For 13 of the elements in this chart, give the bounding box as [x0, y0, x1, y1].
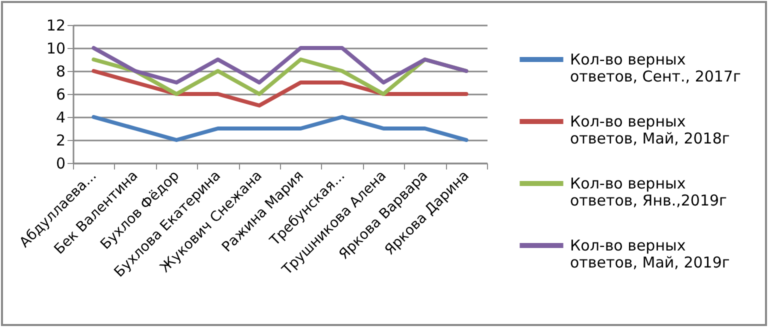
y-tick-label: 10	[46, 40, 66, 58]
y-tick-label: 2	[56, 132, 66, 150]
legend-label: Кол-во верных ответов, Май, 2019г	[570, 236, 730, 272]
line-series	[92, 46, 468, 84]
y-tick-label: 6	[56, 86, 66, 104]
legend-label: Кол-во верных ответов, Янв.,2019г	[570, 174, 728, 210]
legend-label: Кол-во верных ответов, Сент., 2017г	[570, 50, 741, 86]
y-tick-label: 12	[46, 16, 66, 34]
y-tick-label: 8	[56, 62, 66, 80]
y-tick-label: 4	[56, 108, 66, 126]
line-series	[92, 69, 468, 108]
legend-label: Кол-во верных ответов, Май, 2018г	[570, 112, 730, 148]
y-tick-label: 0	[56, 154, 66, 172]
